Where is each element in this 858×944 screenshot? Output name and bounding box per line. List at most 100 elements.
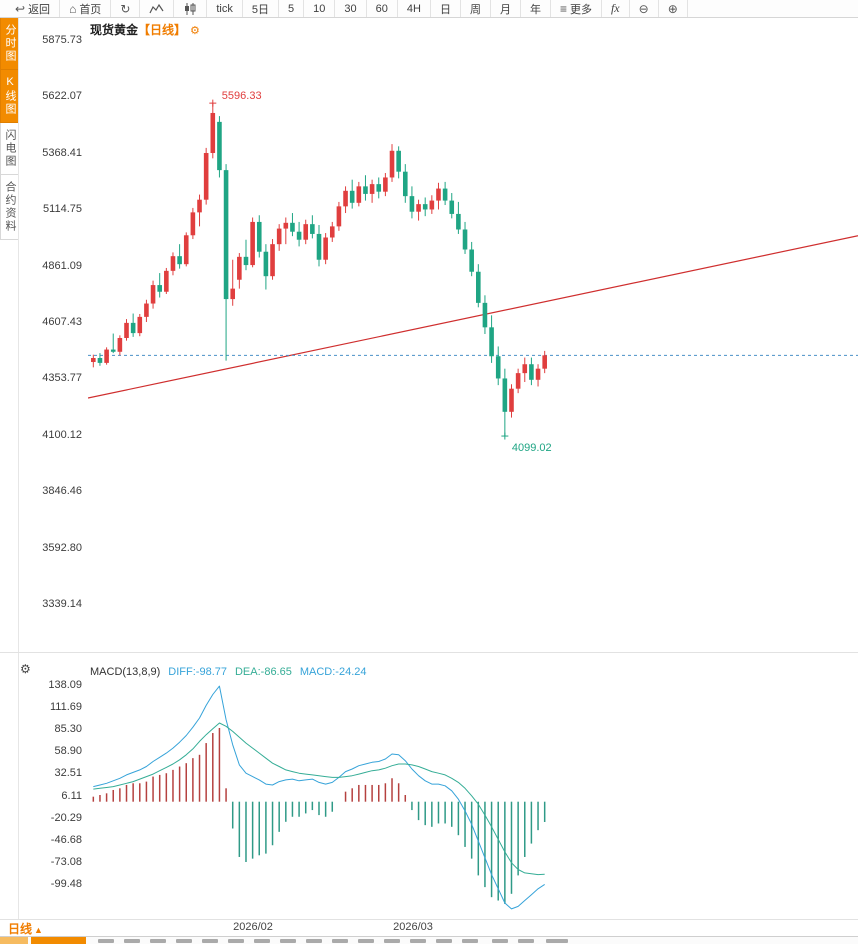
area-chart-icon xyxy=(149,3,164,13)
period-60min-button-label: 60 xyxy=(375,2,388,15)
bottom-strip-item[interactable] xyxy=(358,939,374,943)
refresh-button[interactable]: ↻ xyxy=(111,0,141,17)
bottom-strip-item[interactable] xyxy=(254,939,270,943)
period-month-button-label: 月 xyxy=(499,3,511,16)
bottom-strip-item[interactable] xyxy=(384,939,400,943)
bottom-strip-item[interactable] xyxy=(306,939,322,943)
candle-chart-button[interactable] xyxy=(174,0,208,17)
macd-axis-label: 58.90 xyxy=(54,745,82,758)
period-tag: 【日线】 xyxy=(138,23,187,37)
period-10min-button-label: 10 xyxy=(313,2,326,15)
home-button-label: 首页 xyxy=(79,3,102,16)
toolbar: ↩ 返回 ⌂ 首页 ↻ tick 5日 5 10 30 60 4H 日周月年 ≡ 更多 fx ⊖ ⊕ xyxy=(0,0,858,18)
macd-chart-canvas[interactable] xyxy=(88,655,858,918)
period-selector-button[interactable]: 日线 ▲ xyxy=(8,920,43,937)
macd-title: MACD(13,8,9) xyxy=(90,666,161,678)
zoom-out-icon: ⊖ xyxy=(638,1,649,16)
bottom-strip-item[interactable] xyxy=(202,939,218,943)
period-tick-button[interactable]: tick xyxy=(207,0,243,17)
candle-chart-icon xyxy=(185,2,196,15)
price-chart-canvas[interactable]: 5596.33 4099.02 xyxy=(88,18,858,652)
macd-axis-label: 32.51 xyxy=(54,767,82,780)
macd-diff-line xyxy=(93,685,545,910)
sidebar-tab-contract-info[interactable]: 合约资料 xyxy=(0,175,19,240)
bottom-strip-item[interactable] xyxy=(150,939,166,943)
high-price-label: 5596.33 xyxy=(222,90,262,102)
line-chart-button[interactable] xyxy=(140,0,175,17)
back-button[interactable]: ↩ 返回 xyxy=(6,0,61,17)
price-axis-label: 4353.77 xyxy=(42,372,82,385)
price-axis-label: 4607.43 xyxy=(42,316,82,328)
bottom-strip-corner-tab[interactable] xyxy=(0,937,28,944)
bottom-strip-selected-tab[interactable] xyxy=(31,937,86,944)
price-axis-label: 4100.12 xyxy=(42,428,82,441)
indicator-settings-icon[interactable]: ⚙ xyxy=(20,662,31,676)
period-month-button[interactable]: 月 xyxy=(491,0,521,17)
bottom-strip-item[interactable] xyxy=(228,939,244,943)
sidebar-tab-lightning-chart[interactable]: 闪电图 xyxy=(0,123,19,175)
period-year-button-label: 年 xyxy=(529,3,541,16)
zoom-out-button[interactable]: ⊖ xyxy=(630,0,659,17)
low-price-label: 4099.02 xyxy=(512,442,552,454)
bottom-strip-item[interactable] xyxy=(546,939,568,943)
period-4h-button[interactable]: 4H xyxy=(398,0,431,17)
macd-dea-value: DEA:-86.65 xyxy=(234,666,292,678)
period-5min-button[interactable]: 5 xyxy=(279,0,305,17)
period-day-button[interactable]: 日 xyxy=(431,0,461,17)
macd-axis-label: 85.30 xyxy=(54,723,82,736)
price-axis-label: 5368.41 xyxy=(42,146,82,159)
period-30min-button-label: 30 xyxy=(344,2,357,15)
macd-axis-label: -99.48 xyxy=(50,877,82,890)
sidebar-tabs: 分时图 K线图 闪电图 合约资料 xyxy=(0,18,19,240)
more-button[interactable]: ≡ 更多 xyxy=(551,0,602,17)
x-axis-date-label: 2026/02 xyxy=(233,921,273,933)
bottom-strip-item[interactable] xyxy=(124,939,140,943)
sidebar-tab-kline-chart[interactable]: K线图 xyxy=(0,70,19,123)
period-week-button-label: 周 xyxy=(469,3,481,16)
period-5day-button[interactable]: 5日 xyxy=(243,0,279,17)
bottom-strip-item[interactable] xyxy=(332,939,348,943)
bottom-strip-item[interactable] xyxy=(492,939,508,943)
macd-histogram xyxy=(92,728,546,904)
candles xyxy=(91,103,547,437)
refresh-icon: ↻ xyxy=(120,1,131,16)
macd-axis-label: -46.68 xyxy=(50,833,82,846)
price-axis-label: 4861.09 xyxy=(42,259,82,272)
period-selector-arrow-icon: ▲ xyxy=(34,925,43,935)
trend-line[interactable] xyxy=(88,235,858,399)
period-4h-button-label: 4H xyxy=(406,2,421,15)
macd-axis-label: 138.09 xyxy=(48,679,82,691)
period-5min-button-label: 5 xyxy=(288,2,295,15)
home-button[interactable]: ⌂ 首页 xyxy=(60,0,112,17)
period-10min-button[interactable]: 10 xyxy=(304,0,336,17)
bottom-strip-item[interactable] xyxy=(410,939,426,943)
symbol-name: 现货黄金 xyxy=(90,23,139,37)
macd-axis-label: -73.08 xyxy=(50,855,82,868)
period-60min-button[interactable]: 60 xyxy=(367,0,398,17)
period-tick-button-label: tick xyxy=(216,2,233,15)
price-axis-label: 5875.73 xyxy=(42,34,82,46)
bottom-strip-item[interactable] xyxy=(98,939,114,943)
bottom-strip-item[interactable] xyxy=(462,939,478,943)
price-axis-label: 5114.75 xyxy=(43,203,82,216)
back-button-label: 返回 xyxy=(28,3,51,16)
bottom-strip-item[interactable] xyxy=(518,939,534,943)
fx-indicator-button[interactable]: fx xyxy=(602,0,630,17)
bottom-strip-item[interactable] xyxy=(436,939,452,943)
period-30min-button[interactable]: 30 xyxy=(335,0,367,17)
chart-title: 现货黄金【日线】 ⚙ xyxy=(90,21,200,38)
period-week-button[interactable]: 周 xyxy=(461,0,491,17)
back-arrow-icon: ↩ xyxy=(15,1,26,16)
sidebar-tab-time-chart[interactable]: 分时图 xyxy=(0,18,19,70)
zoom-in-button[interactable]: ⊕ xyxy=(659,0,688,17)
price-annotations: 5596.33 4099.02 xyxy=(209,90,552,454)
zoom-in-icon: ⊕ xyxy=(667,1,678,16)
period-year-button[interactable]: 年 xyxy=(521,0,551,17)
bottom-strip-item[interactable] xyxy=(280,939,296,943)
chart-settings-icon[interactable]: ⚙ xyxy=(190,25,200,37)
left-gutter-divider xyxy=(18,18,19,919)
macd-bar-value: MACD:-24.24 xyxy=(299,666,367,678)
period-5day-button-label: 5日 xyxy=(251,3,269,16)
more-button-label: 更多 xyxy=(569,3,592,16)
bottom-strip-item[interactable] xyxy=(176,939,192,943)
